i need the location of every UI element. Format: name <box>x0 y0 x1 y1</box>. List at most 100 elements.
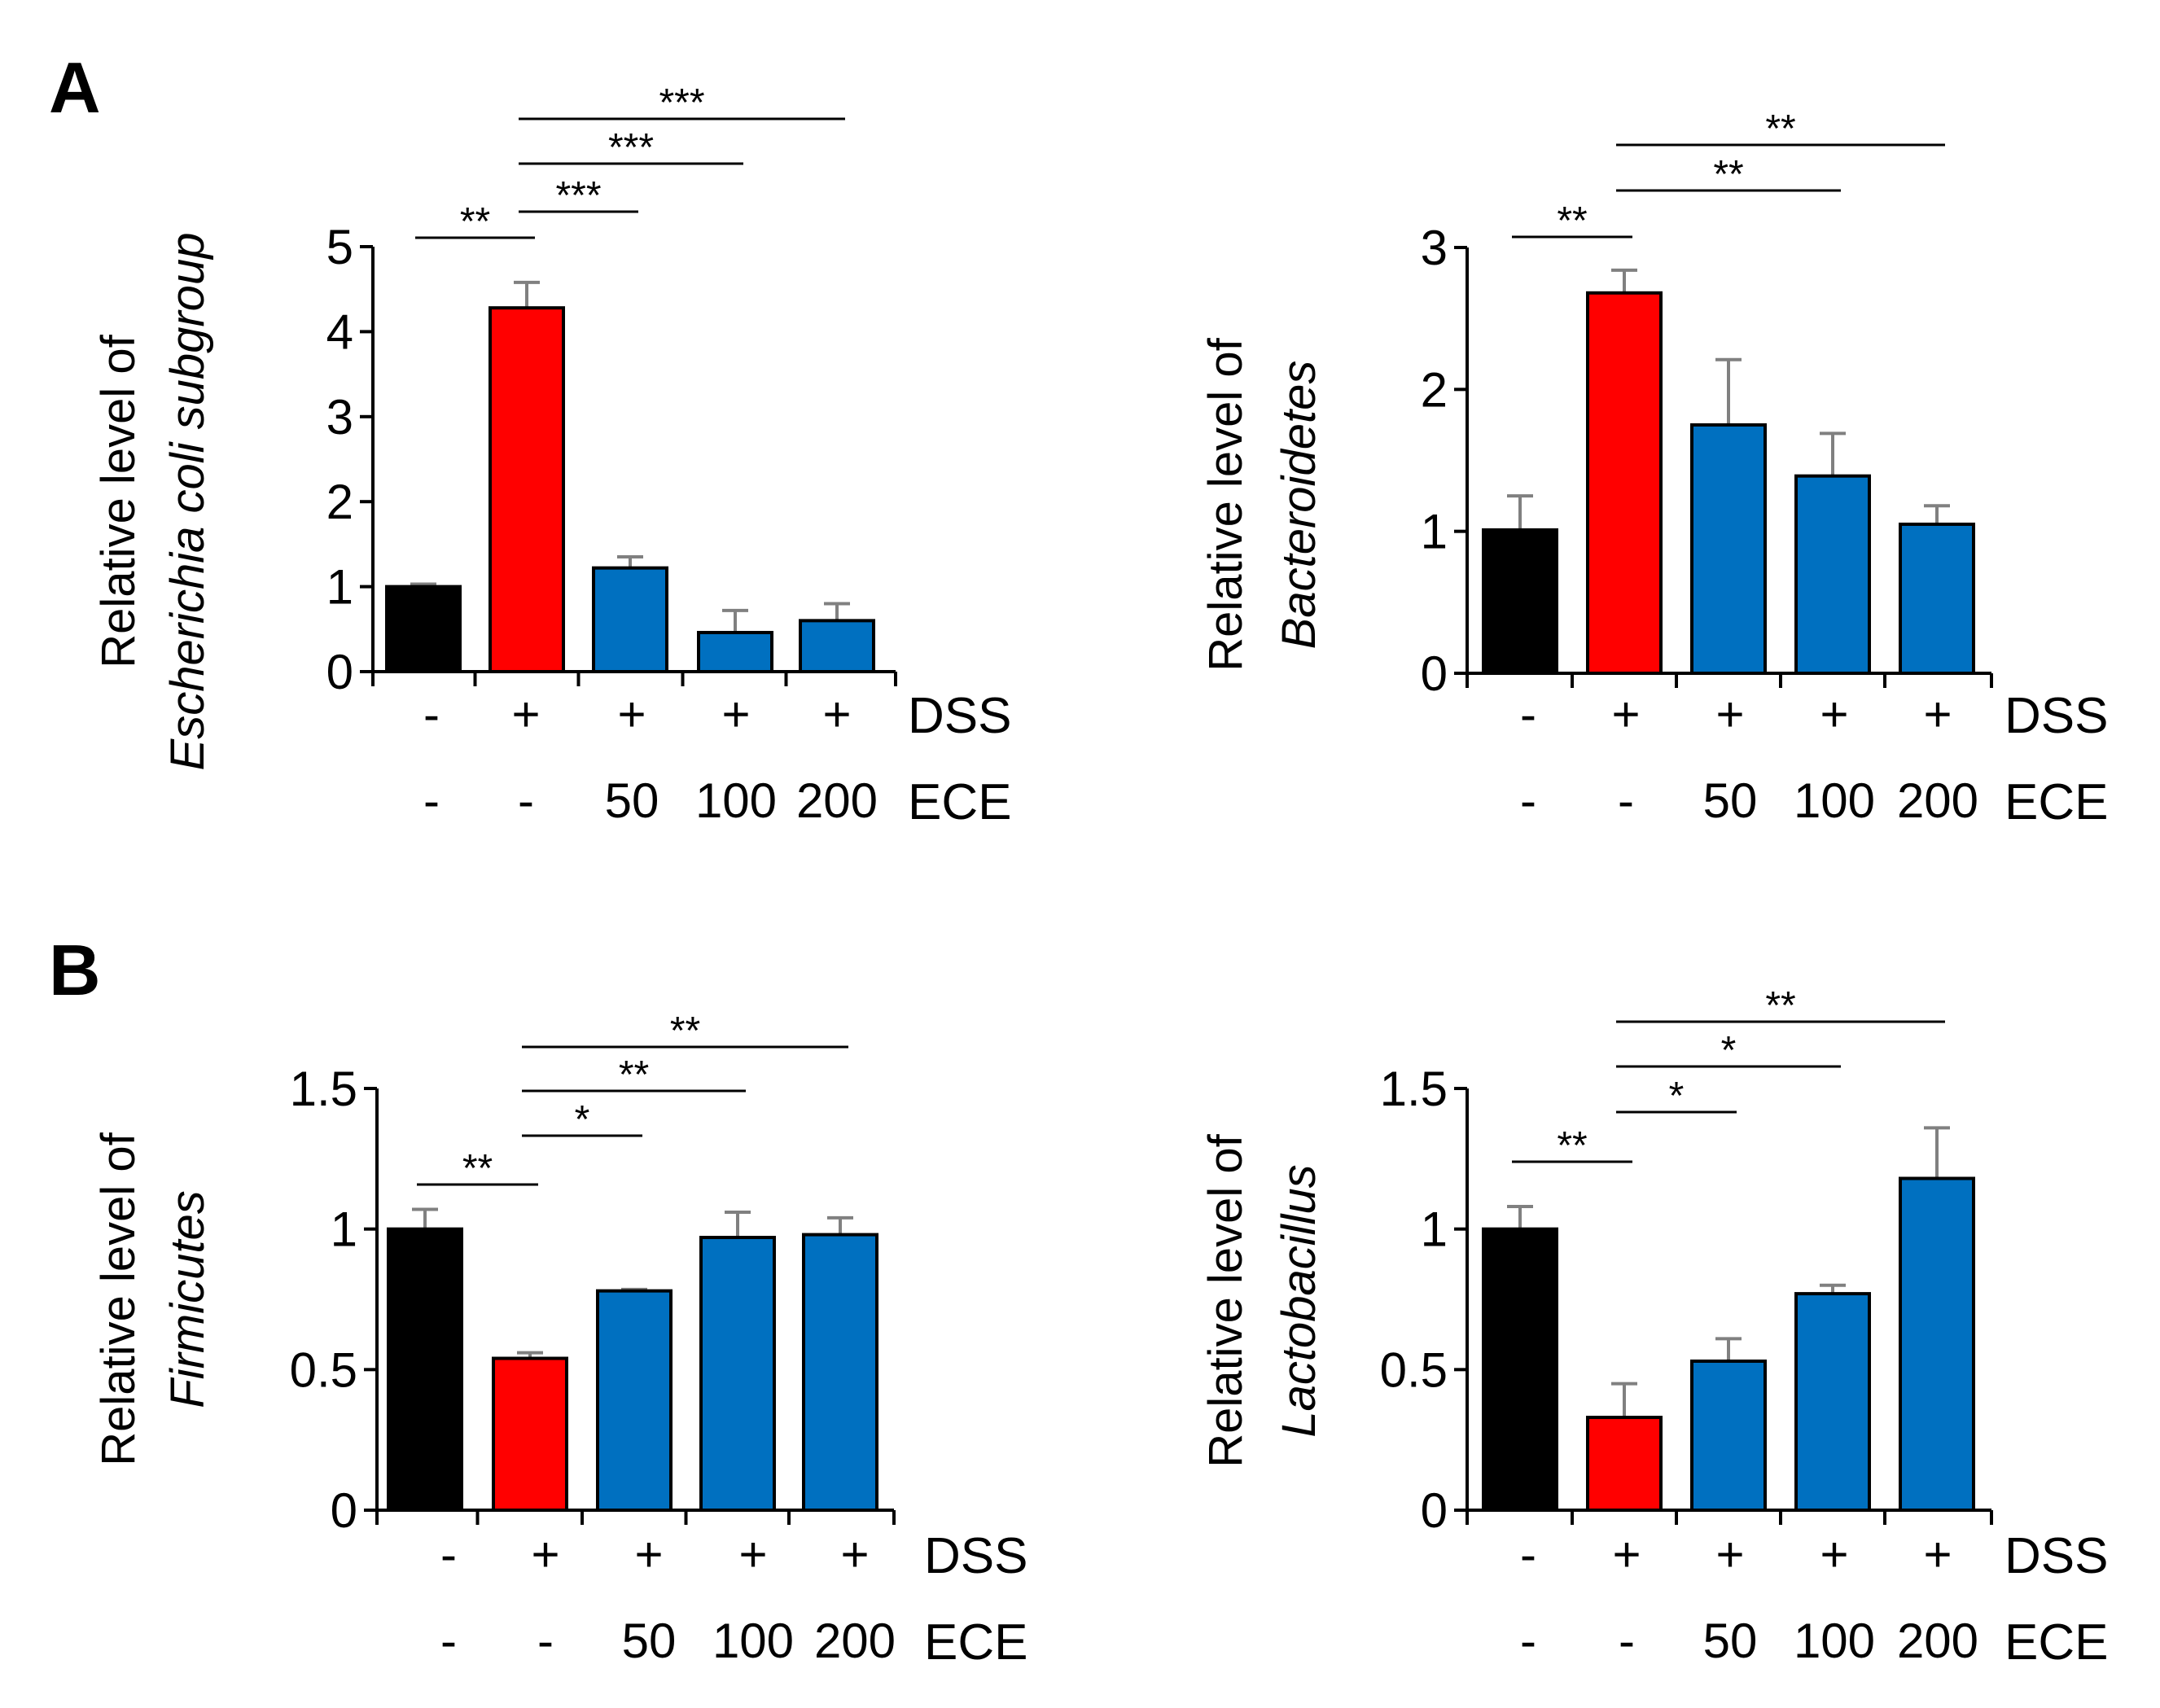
dss-condition-label: + <box>531 1527 559 1582</box>
ece-row-label: ECE <box>2004 1614 2108 1671</box>
y-tick-label: 2 <box>326 475 353 529</box>
y-tick-label: 0 <box>1421 646 1448 701</box>
bar <box>1794 474 1871 676</box>
significance-label: * <box>1721 1029 1737 1072</box>
dss-row-label: DSS <box>2004 1528 2108 1584</box>
y-tick-label: 0.5 <box>1380 1342 1448 1397</box>
significance-label: ** <box>670 1009 700 1053</box>
dss-row-label: DSS <box>924 1528 1027 1584</box>
dss-condition-label: + <box>738 1527 767 1582</box>
ece-condition-label: - <box>423 773 440 828</box>
y-axis-label-line1: Relative level of <box>1199 1133 1252 1467</box>
ece-condition-label: - <box>518 773 534 828</box>
y-tick-label: 3 <box>1421 221 1448 275</box>
dss-condition-label: + <box>1715 1527 1744 1582</box>
bar <box>697 630 773 674</box>
dss-condition-label: + <box>634 1527 663 1582</box>
ece-row-label: ECE <box>2004 774 2108 830</box>
ece-condition-label: - <box>1520 773 1536 828</box>
dss-condition-label: + <box>822 687 851 742</box>
dss-condition-label: - <box>423 687 440 742</box>
y-tick-label: 1 <box>331 1202 357 1257</box>
significance-label: ** <box>462 1147 493 1190</box>
dss-condition-label: + <box>1820 687 1848 742</box>
y-tick-label: 2 <box>1421 362 1448 417</box>
ece-condition-label: 100 <box>1794 1614 1875 1668</box>
dss-condition-label: + <box>511 687 540 742</box>
ece-condition-label: - <box>1618 773 1634 828</box>
ece-condition-label: - <box>1619 1614 1635 1668</box>
dss-row-label: DSS <box>908 688 1011 744</box>
bar <box>596 1289 673 1512</box>
bar <box>802 1233 878 1513</box>
dss-condition-label: + <box>1923 687 1952 742</box>
significance-label: *** <box>608 126 654 169</box>
ece-condition-label: 200 <box>1897 1614 1978 1668</box>
dss-condition-label: - <box>1520 1527 1536 1582</box>
ece-condition-label: - <box>537 1614 554 1668</box>
y-tick-label: 1.5 <box>1380 1062 1448 1116</box>
ece-condition-label: - <box>1520 1614 1536 1668</box>
ece-condition-label: 200 <box>814 1614 896 1668</box>
y-tick-label: 5 <box>326 220 353 274</box>
chart-3: 00.511.5*******- + + + +- -50 100 200DSSECERela… <box>92 1009 1027 1671</box>
ece-condition-label: - <box>440 1614 457 1668</box>
dss-condition-label: + <box>1923 1527 1952 1582</box>
y-tick-label: 0 <box>326 645 353 699</box>
y-axis-label-line1: Relative level of <box>92 1132 145 1465</box>
chart-2: 0 1 2 3 ** ** ** - + + + + - - 50 100 200 DSS ECE Relative … <box>1199 107 2108 830</box>
bar <box>1586 1416 1663 1513</box>
bar <box>1899 522 1975 676</box>
ece-condition-label: 50 <box>1703 1614 1758 1668</box>
y-tick-label: 3 <box>326 390 353 445</box>
bar <box>1482 528 1558 675</box>
y-axis-label-line2: Firmicutes <box>161 1190 214 1408</box>
bar <box>492 1356 568 1513</box>
significance-label: ** <box>619 1053 649 1097</box>
dss-condition-label: + <box>1612 1527 1641 1582</box>
y-tick-label: 4 <box>326 304 353 359</box>
significance-label: *** <box>659 81 704 125</box>
significance-label: ** <box>1765 107 1795 151</box>
panel-letter-a: A <box>49 47 101 128</box>
bar <box>387 1227 463 1512</box>
bar <box>1690 1359 1767 1513</box>
bar <box>1586 291 1663 675</box>
dss-condition-label: + <box>721 687 750 742</box>
bar <box>385 585 462 673</box>
y-tick-label: 1 <box>1421 505 1448 559</box>
bar <box>1794 1292 1871 1513</box>
significance-label: ** <box>1557 199 1587 243</box>
ece-row-label: ECE <box>924 1614 1027 1671</box>
dss-condition-label: - <box>440 1527 457 1582</box>
y-tick-label: 1.5 <box>290 1062 357 1116</box>
y-tick-label: 0.5 <box>290 1342 357 1397</box>
y-tick-label: 1 <box>326 560 353 615</box>
bar <box>1899 1176 1975 1513</box>
bar <box>489 306 565 673</box>
dss-condition-label: - <box>1520 687 1536 742</box>
y-axis-label-line2: Bacteroidetes <box>1273 361 1325 650</box>
dss-condition-label: + <box>840 1527 869 1582</box>
dss-condition-label: + <box>1820 1527 1848 1582</box>
significance-label: * <box>575 1098 590 1141</box>
dss-condition-label: + <box>1611 687 1640 742</box>
bar <box>699 1236 776 1512</box>
panel-letter-b: B <box>49 930 101 1010</box>
ece-condition-label: 50 <box>622 1614 677 1668</box>
y-axis-label-line2: Lactobacillus <box>1273 1164 1325 1437</box>
bar <box>799 619 875 673</box>
chart-4: 00.511.5******- + + + +- -50 100 200DSSECERelat… <box>1199 984 2108 1671</box>
y-tick-label: 0 <box>1421 1483 1448 1538</box>
y-tick-label: 1 <box>1421 1202 1448 1257</box>
dss-row-label: DSS <box>2004 688 2108 744</box>
ece-row-label: ECE <box>908 774 1011 830</box>
bar <box>1482 1227 1558 1512</box>
bar <box>592 566 668 674</box>
ece-condition-label: 50 <box>605 773 659 828</box>
ece-condition-label: 50 <box>1703 773 1758 828</box>
significance-label: *** <box>555 174 601 217</box>
ece-condition-label: 100 <box>1794 773 1875 828</box>
